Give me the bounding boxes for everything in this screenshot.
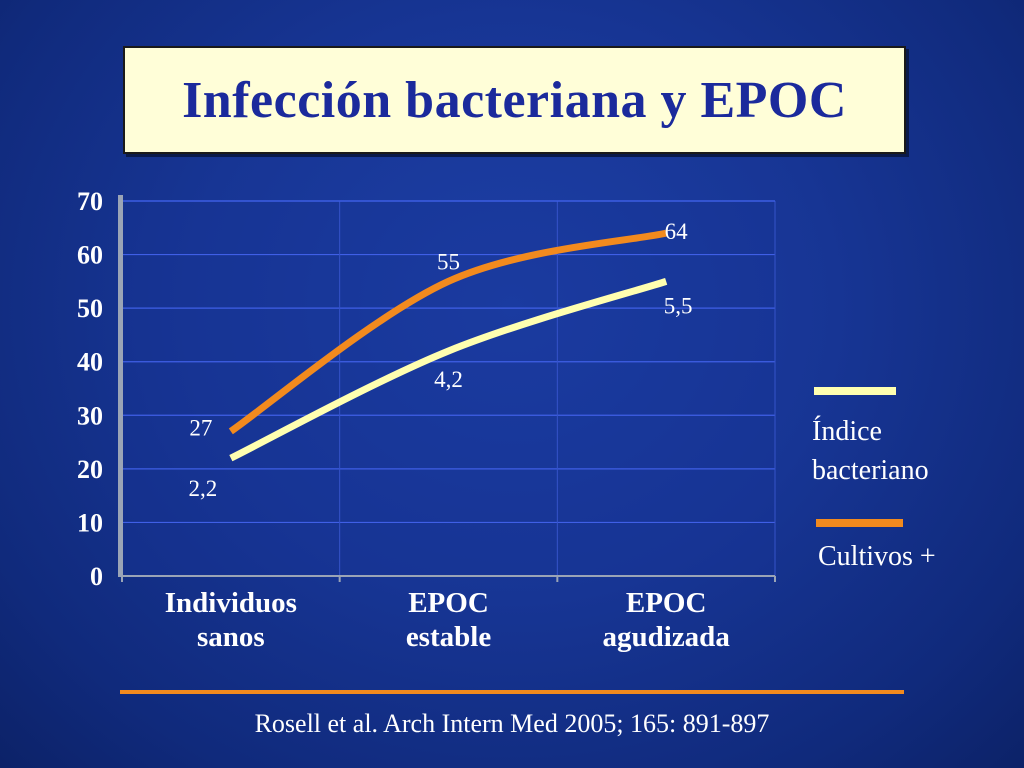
title-box: Infección bacteriana y EPOC: [123, 46, 906, 154]
y-tick-label: 0: [90, 562, 103, 591]
legend-label-indice-line1: Índice: [812, 416, 882, 447]
x-category-label: sanos: [197, 621, 265, 653]
y-tick-label: 30: [77, 401, 103, 430]
series-line-cultivos: [228, 229, 667, 435]
x-category-label: EPOC: [408, 587, 489, 619]
data-label: 27: [189, 415, 212, 440]
slide-title: Infección bacteriana y EPOC: [182, 71, 847, 129]
plot-area: [122, 201, 775, 576]
data-label: 2,2: [188, 476, 217, 501]
source-citation: Rosell et al. Arch Intern Med 2005; 165:…: [254, 709, 770, 738]
legend-label-indice-line2: bacteriano: [812, 455, 929, 486]
series-line-indice-bacteriano: [229, 278, 668, 462]
y-tick-label: 50: [77, 294, 103, 323]
x-category-label: EPOC: [626, 587, 707, 619]
y-tick-label: 60: [77, 241, 103, 270]
x-category-label: agudizada: [603, 621, 731, 653]
divider-line: [120, 690, 904, 694]
y-tick-label: 20: [77, 455, 103, 484]
y-tick-label: 40: [77, 348, 103, 377]
y-tick-label: 10: [77, 508, 103, 537]
legend-label-cultivos: Cultivos +: [818, 541, 936, 572]
y-axis: [118, 195, 123, 576]
data-label: 55: [437, 249, 460, 274]
data-label: 5,5: [664, 293, 693, 318]
x-category-label: Individuos: [165, 587, 297, 619]
data-label: 4,2: [434, 367, 463, 392]
x-category-label: estable: [406, 621, 492, 653]
y-tick-label: 70: [77, 187, 103, 216]
data-label: 64: [665, 219, 689, 244]
